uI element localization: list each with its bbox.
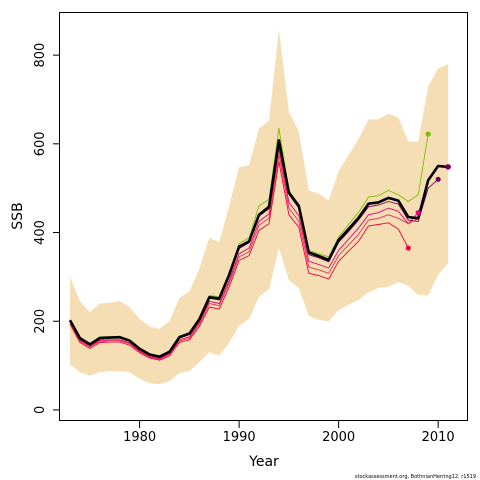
- series-end-point-2: [415, 209, 421, 216]
- series-end-point-1: [435, 176, 441, 182]
- series-line-retro-2: [69, 148, 419, 359]
- series-end-point-4: [405, 245, 411, 251]
- x-axis-title: Year: [248, 454, 279, 470]
- series-layer: [68, 127, 449, 361]
- series-line-retro-4: [69, 161, 409, 361]
- main-series-end-point: [445, 164, 451, 170]
- credit-text: stockassessment.org, BothnianHerring12, …: [355, 474, 476, 480]
- x-tick-label: 2000: [322, 430, 355, 445]
- y-tick-label: 800: [33, 43, 48, 68]
- end-points-layer: [405, 131, 451, 251]
- series-line-main: [68, 139, 449, 359]
- x-axis: 1980 1990 2000 2010: [123, 421, 455, 445]
- series-line-retro-5: [69, 154, 419, 360]
- y-tick-label: 600: [33, 131, 48, 156]
- plot-frame: [59, 12, 468, 421]
- series-end-point-3: [425, 131, 431, 137]
- x-tick-label: 2010: [422, 430, 455, 445]
- y-axis-title: SSB: [10, 202, 26, 229]
- y-tick-label: 200: [33, 309, 48, 334]
- y-tick-label: 0: [33, 406, 48, 414]
- y-axis: 0 200 400 600 800: [33, 43, 60, 414]
- y-tick-label: 400: [33, 220, 48, 245]
- x-tick-label: 1980: [123, 430, 156, 445]
- x-tick-label: 1990: [223, 430, 256, 445]
